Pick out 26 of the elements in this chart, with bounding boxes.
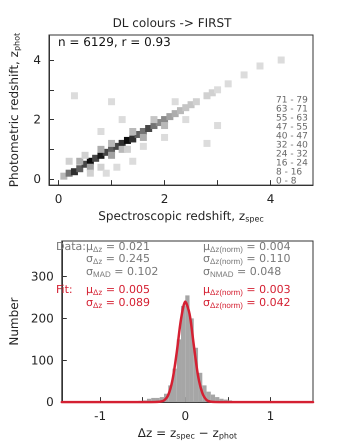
y-tick-label: 4 [33,53,41,68]
annotation: n = 6129, r = 0.93 [58,35,171,49]
x-tick-label: -1 [94,409,106,424]
y-tick-label: 300 [30,270,54,284]
annotation: 16 - 24 [276,158,308,168]
x-tick-label: 2 [160,192,168,206]
y-tick-label: 200 [30,311,54,326]
y-tick-label: 0 [46,395,54,410]
x-tick-label: 4 [266,192,274,206]
annotation: 47 - 55 [276,122,308,132]
x-tick-label: 0 [181,409,190,424]
y-tick-label: 2 [33,112,41,127]
y-tick-label: 100 [30,353,54,368]
y-tick-label: 0 [33,172,41,186]
x-tick-label: 1 [266,409,274,424]
y-axis-title: Photometric redshift, zphot [7,32,22,188]
annotation: 63 - 71 [276,104,308,114]
annotation: 32 - 40 [276,140,308,150]
annotation: 0 - 8 [276,176,297,186]
chart-title: DL colours -> FIRST [112,16,232,30]
annotation: 71 - 79 [276,96,308,106]
y-axis-title: Number [7,297,21,346]
annotation: 24 - 32 [276,150,308,160]
annotation: 55 - 63 [276,114,308,124]
annotation: 40 - 47 [276,132,308,142]
annotation: 8 - 16 [276,168,302,178]
